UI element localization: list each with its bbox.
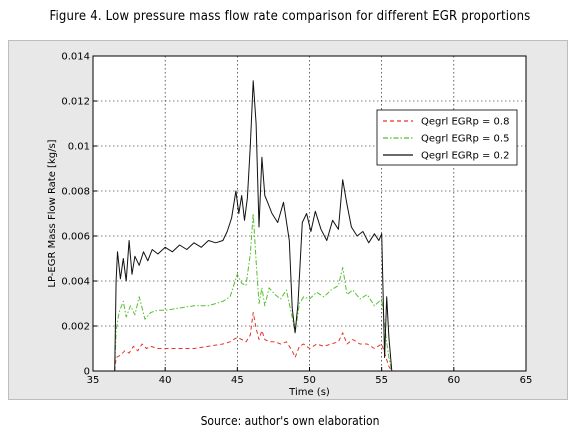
x-axis-label: Time (s) — [288, 387, 330, 398]
y-axis-label: LP-EGR Mass Flow Rate [kg/s] — [47, 139, 58, 287]
x-tick-label: 35 — [87, 375, 100, 386]
figure-source: Source: author's own elaboration — [200, 414, 380, 428]
series-line-2 — [114, 213, 393, 372]
x-axis-ticks: 35 40 45 50 55 60 65 — [87, 367, 533, 386]
series-line-1 — [114, 312, 393, 372]
x-tick-label: 60 — [447, 375, 460, 386]
y-tick-label: 0.014 — [61, 52, 90, 63]
legend-label-1: Qegrl EGRp = 0.8 — [421, 117, 509, 128]
y-axis-ticks: 0 0.002 0.004 0.006 0.008 0.01 0.012 0.014 — [61, 52, 97, 378]
legend-label-3: Qegrl EGRp = 0.2 — [421, 151, 509, 162]
x-tick-label: 40 — [159, 375, 172, 386]
legend: Qegrl EGRp = 0.8 Qegrl EGRp = 0.5 Qegrl EG… — [376, 109, 518, 166]
y-tick-label: 0.006 — [61, 232, 90, 243]
x-tick-label: 45 — [231, 375, 244, 386]
grid-lines — [93, 56, 526, 371]
figure-title: Figure 4. Low pressure mass flow rate co… — [49, 9, 531, 24]
y-tick-label: 0.008 — [61, 187, 90, 198]
legend-box — [376, 109, 518, 166]
y-tick-label: 0.01 — [68, 142, 90, 153]
y-tick-label: 0.002 — [61, 322, 90, 333]
x-tick-label: 55 — [375, 375, 388, 386]
y-tick-label: 0.012 — [61, 97, 90, 108]
series-line-3 — [114, 80, 393, 372]
series-lines — [114, 80, 393, 372]
y-tick-label: 0 — [84, 367, 90, 378]
x-tick-label: 50 — [303, 375, 316, 386]
x-tick-label: 65 — [520, 375, 533, 386]
legend-label-2: Qegrl EGRp = 0.5 — [421, 134, 509, 145]
y-tick-label: 0.004 — [61, 277, 90, 288]
